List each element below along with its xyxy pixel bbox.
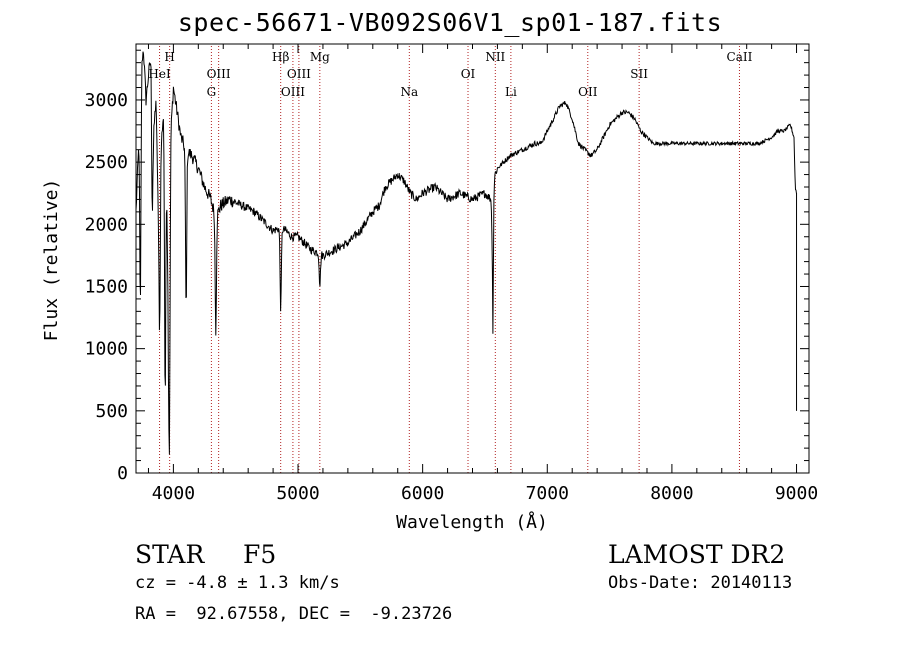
survey-name: LAMOST DR2: [608, 540, 786, 569]
x-tick-label: 4000: [152, 483, 195, 504]
line-marker-label: NII: [485, 50, 505, 64]
plot-frame: [135, 43, 810, 474]
line-marker-label: SII: [630, 67, 648, 81]
y-tick-label: 2000: [85, 214, 128, 235]
y-tick-label: 0: [117, 463, 128, 484]
y-tick-label: 2500: [85, 152, 128, 173]
coordinates-readout: RA = 92.67558, DEC = -9.23726: [135, 604, 453, 624]
x-tick-label: 5000: [276, 483, 319, 504]
x-tick-label: 9000: [775, 483, 818, 504]
line-marker-label: CaII: [727, 50, 753, 64]
line-marker-label: H: [164, 50, 174, 64]
line-marker-label: Li: [505, 85, 517, 99]
line-marker-label: OIII: [281, 85, 305, 99]
line-marker-label: OIII: [287, 67, 311, 81]
line-marker-label: HeI: [148, 67, 171, 81]
object-class: STAR: [135, 540, 205, 569]
line-marker-label: OIII: [207, 67, 231, 81]
spectrum-series: [135, 51, 798, 473]
y-axis: 0 500 1000 1500 2000 2500 3000: [85, 49, 809, 484]
redshift-readout: cz = -4.8 ± 1.3 km/s: [135, 573, 340, 593]
line-marker-label: G: [207, 85, 217, 99]
line-marker-label: Mg: [310, 50, 330, 64]
line-marker-label: OII: [578, 85, 598, 99]
spectral-subclass: F5: [243, 540, 277, 569]
x-tick-label: 8000: [650, 483, 693, 504]
x-tick-label: 7000: [526, 483, 569, 504]
plot-border: [135, 43, 810, 474]
line-marker-label: Hβ: [272, 50, 289, 64]
y-axis-label: Flux (relative): [41, 179, 62, 342]
spectrum-chart: HeI H OIII G Hβ OIII OIII Mg Na OI NII Li OII SII CaII…: [41, 43, 818, 533]
chart-title: spec-56671-VB092S06V1_sp01-187.fits: [177, 8, 723, 37]
y-tick-label: 1500: [85, 276, 128, 297]
line-marker-label: OI: [461, 67, 476, 81]
spectrum-line: [135, 51, 797, 455]
line-markers: HeI H OIII G Hβ OIII OIII Mg Na OI NII Li OII SII CaII: [148, 46, 753, 473]
line-marker-label: Na: [400, 85, 418, 99]
y-tick-label: 500: [95, 401, 128, 422]
x-axis-label: Wavelength (Å): [396, 511, 548, 533]
x-axis: 4000 5000 6000 7000 8000 9000: [147, 44, 818, 504]
observation-date: Obs-Date: 20140113: [608, 573, 793, 593]
y-tick-label: 3000: [85, 90, 128, 111]
y-tick-label: 1000: [85, 339, 128, 360]
x-tick-label: 6000: [401, 483, 444, 504]
